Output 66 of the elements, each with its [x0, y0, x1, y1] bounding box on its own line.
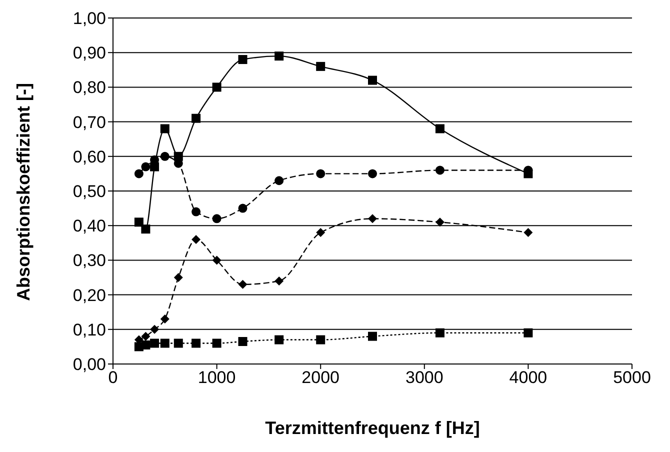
point [368, 76, 377, 85]
point [212, 338, 222, 348]
y-tick-label: 0,30 [72, 251, 106, 270]
point [192, 114, 201, 123]
x-tick-label: 0 [108, 368, 118, 388]
point [134, 169, 144, 178]
point [238, 55, 248, 64]
x-tick-label: 5000 [613, 368, 651, 388]
point [160, 314, 170, 324]
x-tick-label: 4000 [509, 368, 548, 388]
y-tick-label: 0,00 [72, 355, 106, 374]
point [192, 338, 201, 348]
x-tick-label: 3000 [405, 368, 444, 388]
x-axis-title: Terzmittenfrequenz f [Hz] [265, 418, 480, 438]
point [160, 124, 170, 134]
point [160, 338, 170, 348]
y-tick-label: 0,10 [72, 320, 106, 340]
point [274, 335, 284, 344]
x-tick-label: 1000 [198, 368, 236, 388]
point [435, 218, 444, 227]
point [368, 332, 377, 341]
point [435, 328, 444, 338]
point [150, 162, 160, 172]
y-tick-label: 0,70 [72, 112, 106, 132]
point [150, 338, 160, 348]
point [174, 273, 183, 282]
point [134, 218, 144, 227]
point [212, 214, 222, 224]
point [316, 228, 326, 238]
point [141, 224, 150, 234]
point [524, 228, 533, 238]
point [524, 328, 533, 338]
point [212, 82, 222, 92]
y-tick-label: 0,80 [72, 78, 106, 98]
point [160, 152, 170, 161]
point [141, 162, 150, 172]
point [192, 207, 201, 216]
y-tick-label: 0,60 [72, 147, 106, 166]
point [368, 169, 377, 178]
point [141, 332, 150, 341]
point [174, 152, 183, 161]
point [238, 280, 248, 289]
point [316, 62, 326, 71]
point [316, 335, 326, 344]
y-tick-label: 0,90 [72, 44, 106, 63]
point [141, 340, 150, 350]
point [238, 204, 248, 213]
point [274, 176, 284, 186]
y-tick-label: 0,40 [72, 216, 106, 236]
y-tick-label: 0,20 [72, 286, 106, 305]
point [274, 52, 284, 61]
point [316, 169, 326, 178]
point [368, 214, 377, 224]
y-axis-title: Absorptionskoeffizient [-] [13, 83, 34, 301]
point [212, 256, 222, 265]
point [238, 337, 248, 346]
point [192, 234, 201, 244]
point [435, 166, 444, 175]
y-tick-label: 0,50 [72, 182, 106, 202]
point [174, 338, 183, 348]
x-tick-label: 2000 [302, 368, 340, 388]
y-tick-label: 1,00 [72, 9, 106, 28]
point [274, 276, 284, 286]
point [524, 169, 533, 178]
point [150, 324, 160, 334]
point [435, 124, 444, 134]
